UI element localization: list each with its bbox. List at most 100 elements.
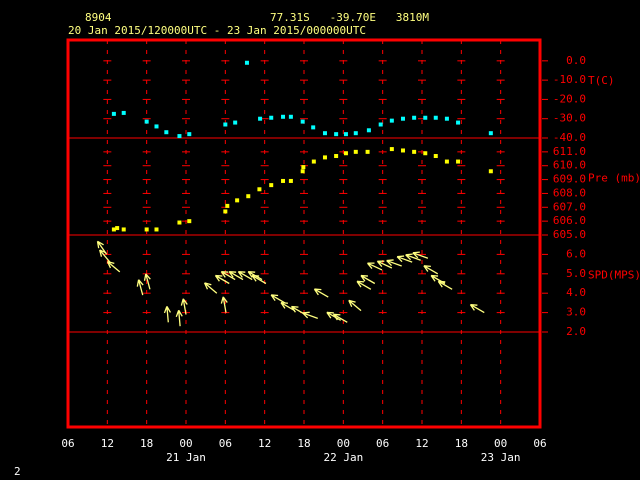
- data-point: [244, 60, 249, 65]
- wind-arrow: [180, 298, 188, 315]
- data-point: [281, 114, 286, 119]
- data-point: [311, 159, 316, 164]
- data-point: [322, 155, 327, 160]
- wind-arrow: [356, 280, 372, 290]
- y-tick-label: 3.0: [566, 306, 586, 319]
- date-label: 21 Jan: [166, 451, 206, 464]
- period: 20 Jan 2015/120000UTC - 23 Jan 2015/0000…: [68, 24, 366, 37]
- y-tick-label: 0.0: [566, 54, 586, 67]
- data-point: [334, 154, 339, 159]
- data-point: [343, 151, 348, 156]
- date-label: 23 Jan: [481, 451, 521, 464]
- data-point: [269, 183, 274, 188]
- data-point: [121, 110, 126, 115]
- wind-arrow: [332, 313, 348, 323]
- data-point: [164, 130, 169, 135]
- wind-arrow: [214, 274, 230, 285]
- data-point: [288, 178, 293, 183]
- y-tick-label: 611.0: [553, 145, 586, 158]
- data-point: [389, 147, 394, 152]
- data-point: [187, 219, 192, 224]
- y-tick-label: -30.0: [553, 112, 586, 125]
- y-tick-label: 607.0: [553, 200, 586, 213]
- data-point: [187, 132, 192, 137]
- data-point: [433, 154, 438, 159]
- wind-arrow: [313, 288, 329, 298]
- data-point: [177, 134, 182, 139]
- data-point: [111, 227, 116, 232]
- data-point: [223, 122, 228, 127]
- data-point: [300, 169, 305, 174]
- wind-arrow: [143, 273, 151, 290]
- wind-arrow: [220, 296, 228, 313]
- wind-arrow: [203, 282, 218, 294]
- data-point: [488, 131, 493, 136]
- data-point: [433, 115, 438, 120]
- x-tick-label: 12: [415, 437, 428, 450]
- y-axis-label: Pre (mb): [588, 172, 640, 185]
- wind-arrow: [348, 299, 362, 312]
- plot-frame: [66, 38, 542, 429]
- data-point: [334, 132, 339, 137]
- y-tick-label: 606.0: [553, 214, 586, 227]
- data-point: [423, 151, 428, 156]
- y-tick-label: 6.0: [566, 247, 586, 260]
- wind-arrow: [237, 270, 253, 281]
- y-axis-label: T(C): [588, 74, 615, 87]
- data-point: [257, 187, 262, 192]
- data-point: [223, 209, 228, 214]
- wind-arrow: [360, 274, 376, 285]
- wind-arrow: [280, 302, 296, 312]
- data-point: [353, 149, 358, 154]
- data-point: [115, 226, 120, 231]
- y-axis-label: SPD(MPS): [588, 269, 640, 282]
- data-point: [456, 159, 461, 164]
- x-tick-label: 06: [219, 437, 232, 450]
- station-location: 77.31S -39.70E 3810M: [270, 11, 429, 24]
- y-tick-label: 610.0: [553, 159, 586, 172]
- wind-arrow: [437, 280, 453, 290]
- wind-arrow: [251, 274, 267, 285]
- y-tick-label: -40.0: [553, 131, 586, 144]
- data-point: [322, 131, 327, 136]
- data-point: [154, 227, 159, 232]
- x-tick-label: 18: [297, 437, 310, 450]
- data-point: [423, 115, 428, 120]
- data-point: [444, 116, 449, 121]
- date-label: 22 Jan: [323, 451, 363, 464]
- wind-arrow: [386, 259, 402, 267]
- data-point: [456, 120, 461, 125]
- wind-arrow: [302, 311, 318, 320]
- x-tick-label: 18: [455, 437, 468, 450]
- x-tick-label: 12: [101, 437, 114, 450]
- data-point: [288, 114, 293, 119]
- data-point: [300, 119, 305, 124]
- data-point: [488, 169, 493, 174]
- wind-arrow: [106, 260, 121, 273]
- data-point: [111, 111, 116, 116]
- y-tick-label: 609.0: [553, 173, 586, 186]
- data-point: [400, 116, 405, 121]
- wind-arrow: [163, 306, 171, 323]
- data-point: [225, 203, 230, 208]
- wind-arrow: [412, 251, 429, 259]
- wind-arrow: [376, 260, 393, 269]
- y-tick-label: 5.0: [566, 267, 586, 280]
- wind-arrow: [228, 270, 244, 281]
- wind-arrow: [99, 249, 111, 263]
- data-point: [412, 115, 417, 120]
- data-point: [121, 227, 126, 232]
- wind-arrow: [469, 303, 485, 314]
- x-tick-label: 06: [61, 437, 74, 450]
- data-point: [444, 159, 449, 164]
- data-point: [389, 118, 394, 123]
- wind-arrow: [405, 253, 421, 261]
- data-point: [233, 120, 238, 125]
- data-point: [269, 115, 274, 120]
- y-tick-label: 2.0: [566, 325, 586, 338]
- data-point: [378, 122, 383, 127]
- x-tick-label: 06: [533, 437, 546, 450]
- wind-arrow: [326, 311, 342, 321]
- wind-arrow: [396, 255, 413, 263]
